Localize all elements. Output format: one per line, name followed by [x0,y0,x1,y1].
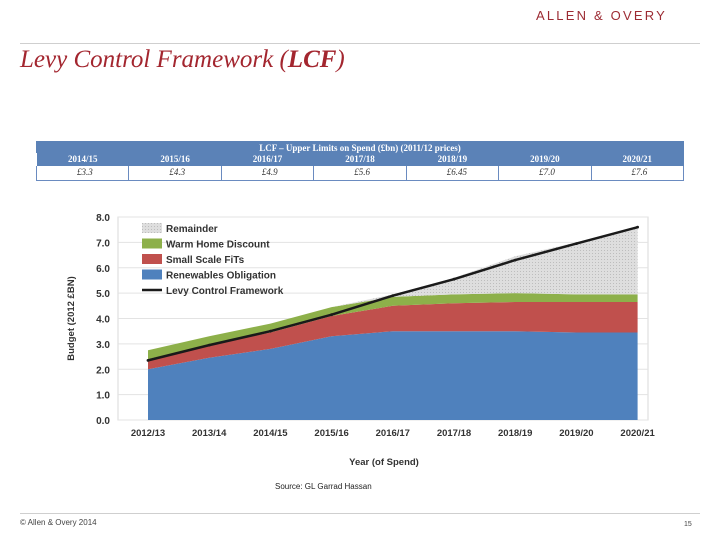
legend-swatch [142,223,162,233]
source-note: Source: GL Garrad Hassan [275,482,372,491]
title-suffix: ) [336,46,345,73]
x-tick-label: 2018/19 [498,428,532,439]
lcf-line-point [391,294,395,298]
table-cell: £5.6 [313,166,407,181]
x-tick-label: 2014/15 [253,428,288,439]
table-header-cell: 2018/19 [406,153,499,166]
lcf-area-chart: 0.0 1.0 2.0 3.0 4.0 5.0 6.0 7.0 8.0 2012/13 2013/1… [66,213,655,468]
lcf-line-point [575,242,578,246]
legend-label: Remainder [166,224,218,235]
y-tick-label: 6.0 [96,264,110,275]
x-tick-label: 2013/14 [192,428,227,439]
footer-divider [20,513,700,514]
page-number: 15 [684,521,692,528]
title-prefix: Levy Control Framework ( [20,46,288,73]
y-axis-label: Budget (2012 £BN) [66,276,77,360]
y-tick-label: 3.0 [96,340,110,351]
x-tick-label: 2016/17 [376,428,410,439]
table-header-cell: 2020/21 [591,153,684,166]
table-header-cell: 2014/15 [36,153,129,166]
y-tick-label: 0.0 [96,416,110,427]
table-cell: £4.9 [221,166,315,181]
slide-title: Levy Control Framework (LCF) [20,46,345,74]
legend-label: Levy Control Framework [166,286,284,297]
x-axis-label: Year (of Spend) [349,457,419,468]
chart-legend: Remainder Warm Home Discount Small Scale F… [142,223,284,297]
lcf-line-point [269,329,272,333]
table-header-cell: 2016/17 [221,153,314,166]
lcf-line-point [330,313,333,317]
table-header-cell: 2019/20 [498,153,592,166]
title-divider [20,43,700,44]
y-tick-label: 2.0 [96,365,110,376]
lcf-line [146,225,639,362]
table-cell: £7.0 [498,166,592,181]
area-renewables-obligation [148,331,638,420]
allen-overy-logo: ALLEN & OVERY [536,8,667,23]
lcf-line-point [452,277,456,281]
x-tick-label: 2015/16 [314,428,348,439]
y-tick-label: 4.0 [96,315,110,326]
lcf-line-point [513,258,517,262]
area-remainder [148,227,638,351]
y-tick-label: 8.0 [96,213,110,224]
y-tick-label: 1.0 [96,391,110,402]
title-bold: LCF [287,46,337,73]
legend-label: Small Scale FiTs [166,255,245,266]
table-header-cell: 2017/18 [313,153,407,166]
area-small-scale-fits [148,302,638,370]
axes: 0.0 1.0 2.0 3.0 4.0 5.0 6.0 7.0 8.0 2012/13 2013/1… [66,213,655,468]
table-cell: £4.3 [128,166,222,181]
legend-swatch [142,238,162,249]
legend-swatch [142,254,162,264]
legend-label: Renewables Obligation [166,271,276,282]
table-row: £3.3 £4.3 £4.9 £5.6 £6.45 £7.0 £7.6 [35,166,685,181]
legend-label: Warm Home Discount [166,240,270,251]
y-tick-label: 7.0 [96,238,110,249]
copyright-text: © Allen & Overy 2014 [20,518,97,527]
x-tick-label: 2017/18 [437,428,471,439]
table-cell: £7.6 [591,166,685,181]
table-header-row: 2014/15 2015/16 2016/17 2017/18 2018/19 … [36,153,684,166]
legend-swatch [142,269,162,280]
lcf-limits-table: LCF – Upper Limits on Spend (£bn) (2011/… [35,141,685,181]
lcf-line-point [636,225,639,229]
x-tick-label: 2019/20 [559,428,593,439]
lcf-line-point [146,358,150,362]
lcf-table-title: LCF – Upper Limits on Spend (£bn) (2011/… [36,141,684,153]
x-tick-label: 2020/21 [620,428,655,439]
area-warm-home-discount [148,293,638,360]
table-cell: £6.45 [406,166,500,181]
table-header-cell: 2015/16 [128,153,222,166]
stacked-areas [148,227,638,420]
y-tick-label: 5.0 [96,289,110,300]
table-cell: £3.3 [35,166,130,181]
lcf-line-point [207,343,211,347]
x-tick-label: 2012/13 [131,428,165,439]
